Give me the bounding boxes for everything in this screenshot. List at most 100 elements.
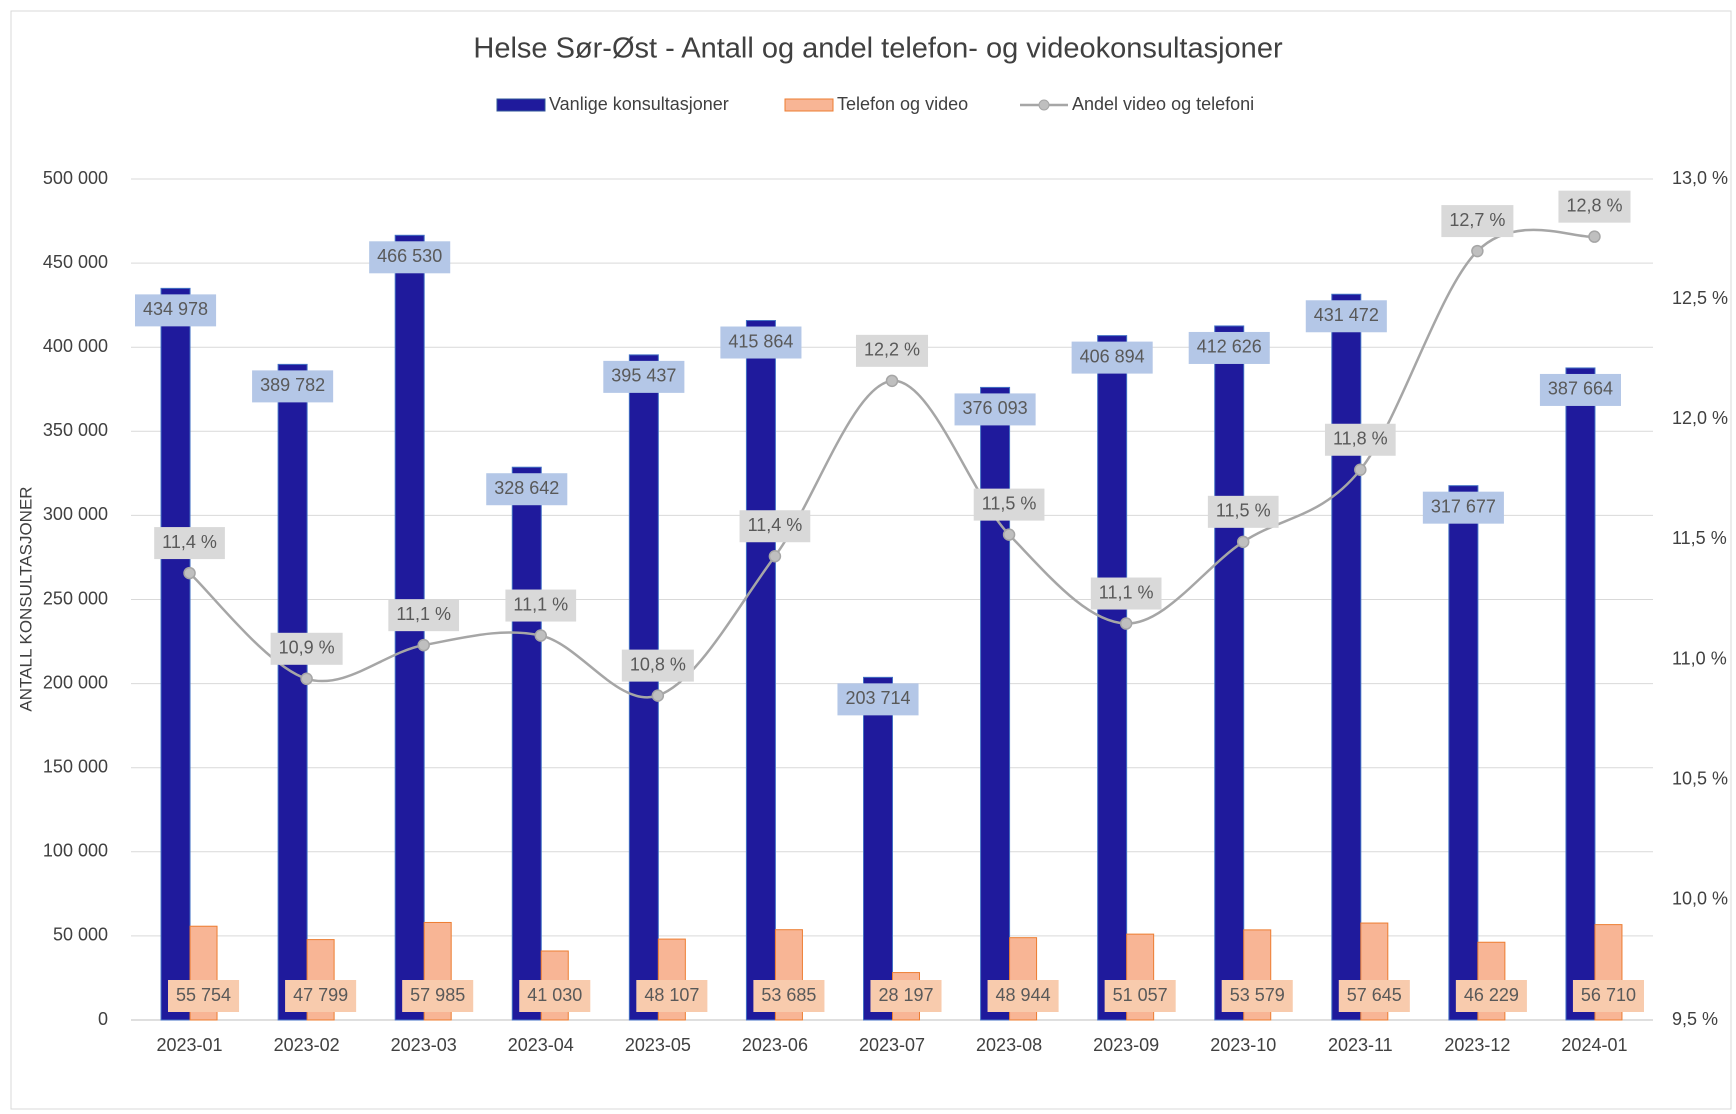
y2-tick-label: 11,5 % — [1672, 528, 1727, 548]
data-label-box — [739, 510, 811, 543]
y-tick-label: 200 000 — [43, 672, 108, 692]
legend-swatch — [496, 98, 546, 112]
y-tick-label: 50 000 — [53, 925, 108, 945]
legend-marker — [1038, 99, 1050, 111]
data-label-box — [134, 294, 217, 327]
data-label: 328 642 — [494, 478, 559, 498]
data-label-box — [855, 334, 929, 367]
data-label: 406 894 — [1080, 346, 1145, 366]
legend-label: Andel video og telefoni — [1072, 94, 1254, 114]
data-label: 12,8 % — [1566, 195, 1622, 215]
data-label-box — [1221, 980, 1293, 1012]
data-label: 395 437 — [611, 366, 676, 386]
data-label: 12,7 % — [1449, 210, 1505, 230]
bar — [1448, 485, 1479, 1021]
data-label: 466 530 — [377, 246, 442, 266]
legend-swatch — [784, 98, 834, 112]
x-tick-label: 2023-11 — [1328, 1035, 1393, 1055]
y-tick-label: 0 — [98, 1009, 108, 1029]
data-label-box — [636, 980, 708, 1012]
data-label-box — [973, 488, 1045, 521]
data-label-box — [621, 649, 694, 682]
data-label: 56 710 — [1581, 985, 1636, 1005]
data-label: 317 677 — [1431, 496, 1496, 516]
y-tick-label: 350 000 — [43, 420, 108, 440]
x-tick-label: 2023-06 — [742, 1035, 808, 1055]
bar — [1214, 325, 1245, 1021]
y2-tick-label: 9,5 % — [1672, 1009, 1718, 1029]
data-label-box — [837, 683, 919, 716]
data-label-box — [1104, 980, 1176, 1012]
data-label: 57 985 — [410, 985, 465, 1005]
y-tick-label: 400 000 — [43, 336, 108, 356]
x-tick-label: 2023-12 — [1444, 1035, 1510, 1055]
x-tick-label: 2023-09 — [1093, 1035, 1159, 1055]
y-tick-label: 250 000 — [43, 588, 108, 608]
legend-label: Vanlige konsultasjoner — [549, 94, 729, 114]
data-label-box — [486, 473, 568, 506]
data-label: 11,8 % — [1333, 428, 1388, 448]
data-label-box — [1572, 980, 1644, 1012]
data-label-box — [505, 589, 577, 622]
data-label-box — [1455, 980, 1527, 1012]
line-marker — [1471, 244, 1484, 258]
y2-tick-label: 11,0 % — [1672, 648, 1727, 668]
line-marker — [300, 672, 313, 686]
line-marker — [1354, 463, 1367, 476]
legend-label: Telefon og video — [837, 94, 968, 114]
line-marker — [534, 629, 548, 642]
data-label: 53 579 — [1230, 985, 1285, 1005]
x-tick-label: 2024-01 — [1561, 1035, 1627, 1055]
data-label: 11,1 % — [396, 604, 451, 624]
line-marker — [885, 374, 899, 388]
data-label: 48 107 — [644, 985, 699, 1005]
data-label: 57 645 — [1347, 985, 1402, 1005]
data-label: 46 229 — [1464, 985, 1519, 1005]
data-label: 203 714 — [845, 688, 910, 708]
data-label: 41 030 — [527, 985, 582, 1005]
data-label: 48 944 — [996, 985, 1051, 1005]
x-tick-label: 2023-01 — [157, 1035, 223, 1055]
data-label: 11,5 % — [1216, 501, 1271, 521]
data-label-box — [1338, 980, 1410, 1012]
data-label: 387 664 — [1548, 379, 1613, 399]
data-label-box — [1539, 373, 1622, 406]
x-tick-label: 2023-08 — [976, 1035, 1042, 1055]
bar — [1331, 293, 1362, 1021]
x-tick-label: 2023-07 — [859, 1035, 925, 1055]
y-tick-label: 150 000 — [43, 756, 108, 776]
data-label: 55 754 — [176, 985, 231, 1005]
x-tick-label: 2023-04 — [508, 1035, 574, 1055]
y-tick-label: 100 000 — [43, 841, 108, 861]
data-label-box — [252, 370, 334, 403]
bar — [277, 363, 308, 1021]
data-label: 28 197 — [878, 985, 933, 1005]
y-tick-label: 300 000 — [43, 504, 108, 524]
line-marker — [1236, 535, 1250, 549]
bar — [511, 466, 542, 1021]
y2-tick-label: 10,5 % — [1672, 768, 1728, 788]
y2-tick-label: 13,0 % — [1672, 168, 1728, 188]
x-tick-label: 2023-02 — [274, 1035, 340, 1055]
data-label-box — [1558, 190, 1631, 223]
line-marker — [183, 566, 196, 580]
data-label: 415 864 — [728, 331, 793, 351]
data-label: 431 472 — [1314, 305, 1379, 325]
line-marker — [417, 638, 430, 652]
data-label: 11,4 % — [162, 532, 217, 552]
chart-title: Helse Sør-Øst - Antall og andel telefon-… — [473, 33, 1283, 65]
data-label-box — [1441, 205, 1514, 238]
data-label-box — [1305, 300, 1387, 333]
line-marker — [1588, 230, 1601, 243]
data-label-box — [870, 980, 942, 1012]
line-marker — [1119, 617, 1133, 630]
data-label-box — [270, 632, 343, 665]
data-label-box — [402, 980, 474, 1012]
y2-tick-label: 12,5 % — [1672, 288, 1728, 308]
data-label-box — [753, 980, 825, 1012]
data-label-box — [168, 980, 240, 1012]
data-label: 11,1 % — [1099, 582, 1154, 602]
data-label-box — [1188, 331, 1270, 364]
data-label: 53 685 — [761, 985, 816, 1005]
